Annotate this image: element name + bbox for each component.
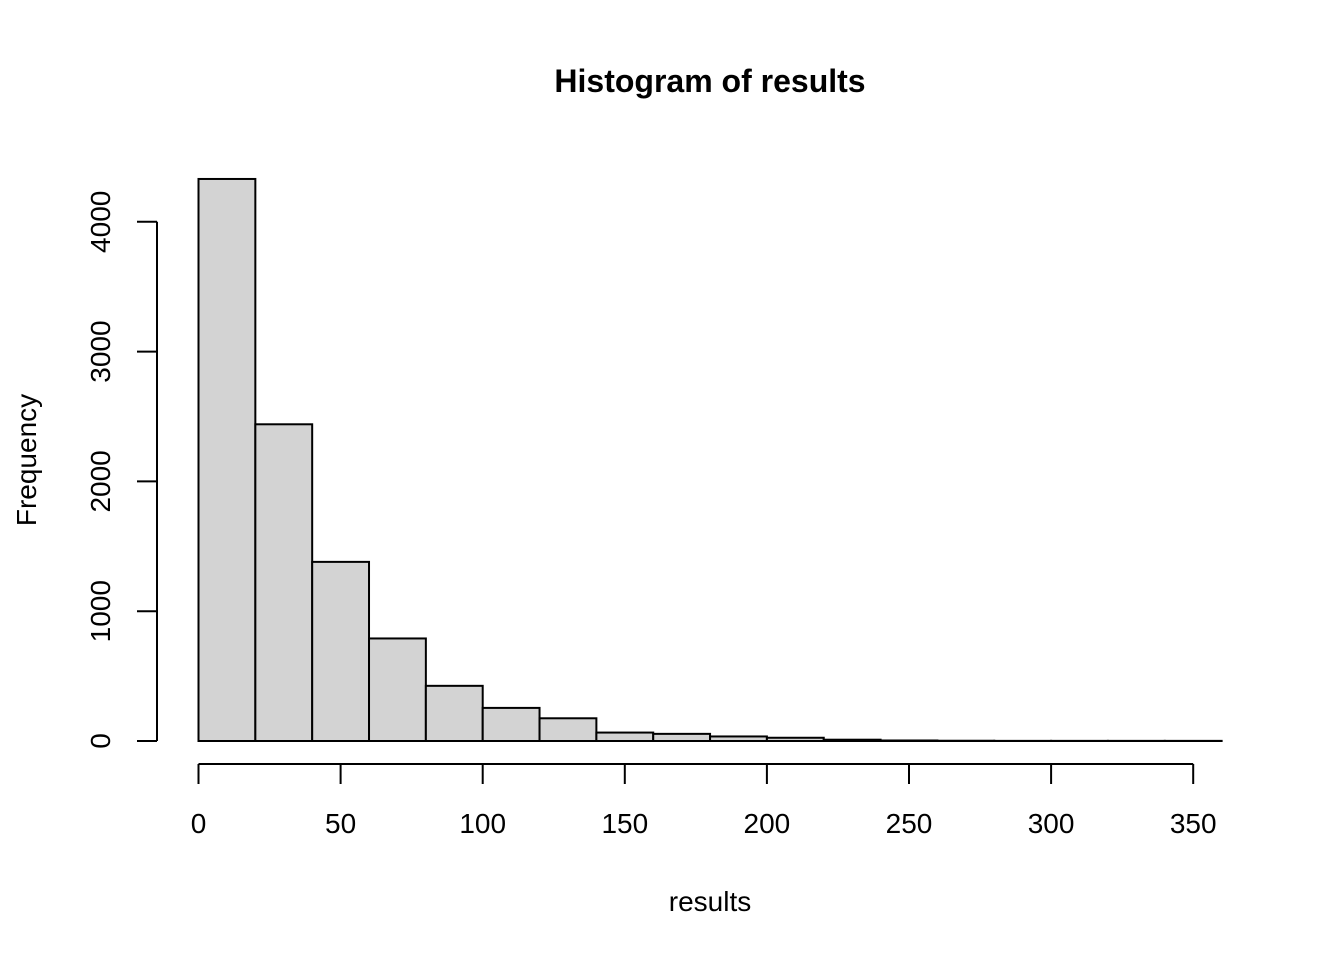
y-tick-label: 2000 <box>85 450 116 512</box>
y-tick-label: 4000 <box>85 191 116 253</box>
x-tick-label: 350 <box>1170 808 1217 839</box>
histogram-bar <box>595 731 655 742</box>
x-tick-label: 150 <box>601 808 648 839</box>
x-tick-label: 100 <box>459 808 506 839</box>
y-axis: 0 1000 2000 3000 4000 <box>85 191 158 749</box>
x-tick-label: 200 <box>744 808 791 839</box>
x-tick-label: 250 <box>886 808 933 839</box>
histogram-bar <box>368 637 427 743</box>
x-tick-label: 0 <box>191 808 207 839</box>
y-tick-label: 3000 <box>85 320 116 382</box>
histogram-bar <box>254 423 314 742</box>
histogram-bar <box>538 717 598 742</box>
y-axis-label: Frequency <box>11 394 42 526</box>
histogram-bar <box>481 706 541 742</box>
histogram-bar <box>822 738 882 743</box>
histogram-bar <box>765 736 825 743</box>
bars-group <box>197 177 1223 743</box>
y-tick-label: 1000 <box>85 580 116 642</box>
histogram-bar <box>879 739 939 742</box>
chart-title: Histogram of results <box>554 63 865 99</box>
histogram-bar <box>197 177 257 742</box>
x-tick-label: 50 <box>325 808 356 839</box>
x-axis: 0 50 100 150 200 250 300 350 <box>191 763 1217 839</box>
x-axis-label: results <box>669 886 751 917</box>
histogram-bar <box>709 735 768 742</box>
x-tick-label: 300 <box>1028 808 1075 839</box>
histogram-bar <box>424 684 484 743</box>
histogram-bar <box>311 560 371 742</box>
y-tick-label: 0 <box>85 733 116 749</box>
histogram-bar <box>652 732 712 743</box>
